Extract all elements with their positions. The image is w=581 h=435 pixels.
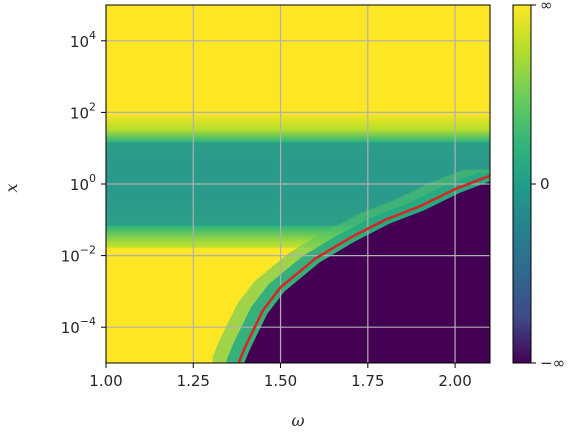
y-tick-label: 102: [70, 100, 96, 122]
y-tick-label: 104: [70, 29, 96, 51]
heatmap-plot-area: [106, 5, 490, 363]
y-axis-label: x: [2, 183, 21, 192]
y-tick-label: 10−2: [61, 244, 96, 266]
y-axis-ticks: 10−4 10−2 100 102 104: [61, 29, 106, 337]
colorbar-tick-label: 0: [540, 175, 550, 193]
boundary-curve: [237, 174, 490, 363]
x-tick-label: 2.00: [438, 372, 471, 390]
x-axis-label: ω: [291, 411, 304, 430]
colorbar-gradient: [512, 4, 532, 364]
boundary-curve-layer: [237, 174, 490, 363]
x-tick-label: 1.75: [351, 372, 384, 390]
colorbar: ∞ 0 −∞: [512, 0, 565, 372]
x-tick-label: 1.50: [264, 372, 297, 390]
region-upper-band: [106, 5, 490, 132]
y-tick-label: 10−4: [61, 315, 96, 337]
colorbar-tick-label: ∞: [540, 0, 553, 14]
x-axis-ticks: 1.00 1.25 1.50 1.75 2.00: [89, 363, 472, 390]
region-lower-right: [238, 181, 490, 363]
colorbar-tick-label: −∞: [540, 354, 565, 372]
x-tick-label: 1.25: [177, 372, 210, 390]
y-tick-label: 100: [70, 172, 96, 194]
x-tick-label: 1.00: [89, 372, 122, 390]
